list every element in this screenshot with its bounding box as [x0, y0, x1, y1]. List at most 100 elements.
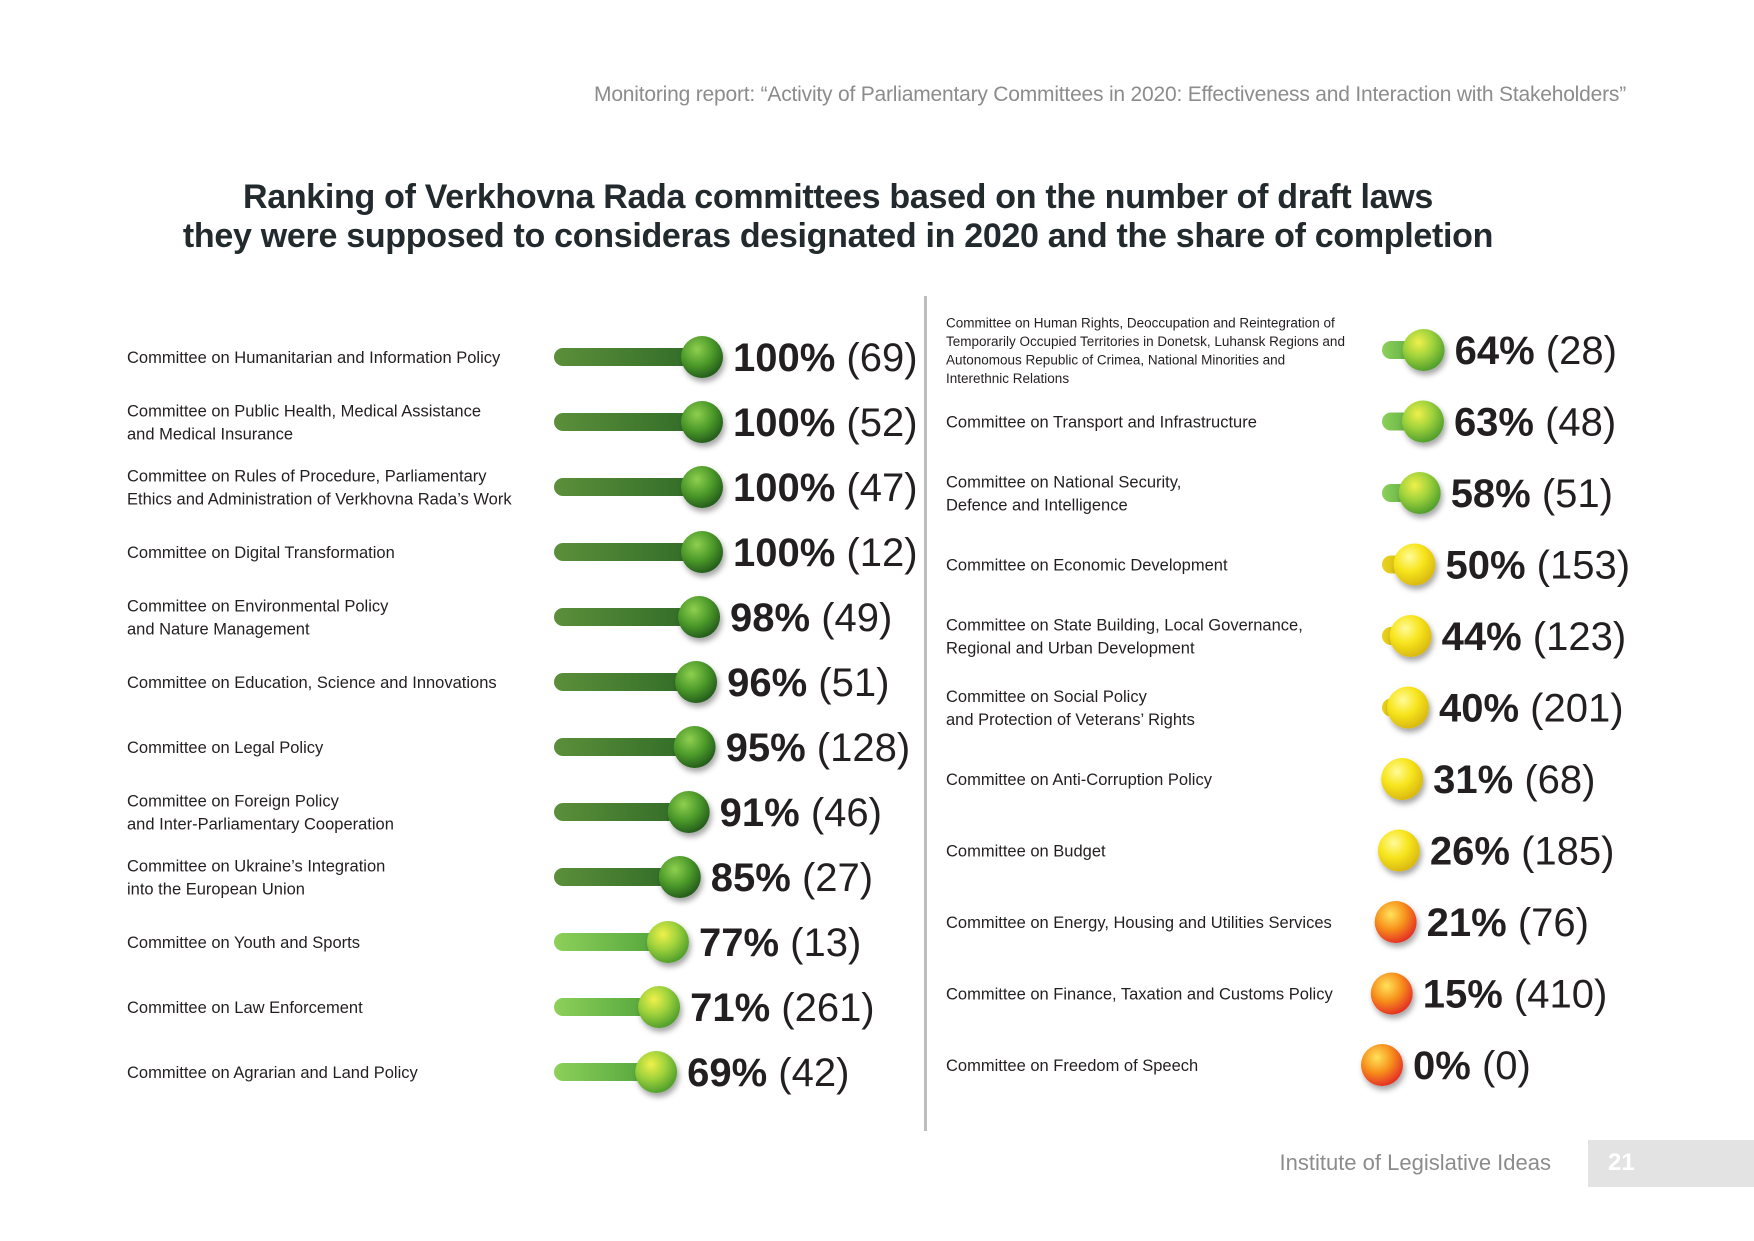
- report-header: Monitoring report: “Activity of Parliame…: [594, 83, 1626, 106]
- completion-knob: [638, 986, 681, 1028]
- chart-title-line-1: Ranking of Verkhovna Rada committees bas…: [242, 178, 1434, 216]
- chart-row: Committee on Economic Development 50% (15…: [946, 543, 1631, 588]
- page-number: 21: [1608, 1149, 1635, 1176]
- completion-knob: [681, 336, 723, 378]
- chart-row: Committee on Agrarian and Land Policy 69%…: [127, 1051, 849, 1095]
- chart-row: Committee on Freedom of Speech 0% (0): [946, 1044, 1531, 1088]
- completion-value: 44% (123): [1442, 615, 1627, 659]
- completion-value: 15% (410): [1423, 973, 1608, 1017]
- committee-label: Committee on Youth and Sports: [127, 934, 360, 952]
- committee-label: Committee on State Building, Local Gover…: [946, 617, 1303, 635]
- committee-label: Committee on Social Policy: [946, 688, 1148, 706]
- completion-knob: [646, 921, 689, 963]
- completion-knob: [1377, 829, 1420, 872]
- completion-knob: [681, 401, 723, 443]
- completion-value: 63% (48): [1454, 401, 1616, 445]
- chart-row: Committee on Education, Science and Inno…: [127, 661, 889, 705]
- chart-row: Committee on Ukraine’s Integration into t…: [127, 856, 873, 900]
- completion-value: 0% (0): [1413, 1044, 1531, 1088]
- completion-knob: [1361, 1044, 1403, 1086]
- committee-label: Committee on Environmental Policy: [127, 598, 389, 616]
- completion-knob: [675, 661, 718, 703]
- completion-knob: [1374, 901, 1417, 943]
- completion-bar: [554, 413, 702, 431]
- committee-label: Committee on Energy, Housing and Utiliti…: [946, 914, 1332, 932]
- chart-row: Committee on Human Rights, Deoccupation …: [946, 315, 1617, 386]
- chart-row: Committee on Foreign Policy and Inter-Par…: [127, 791, 882, 835]
- chart-row: Committee on State Building, Local Gover…: [946, 615, 1626, 659]
- chart-row: Committee on Finance, Taxation and Custo…: [946, 972, 1608, 1017]
- chart-title-line-2: they were supposed to consideras designa…: [182, 217, 1494, 255]
- committee-label: and Medical Insurance: [127, 426, 293, 444]
- committee-label: Committee on Ukraine’s Integration: [127, 858, 385, 876]
- completion-value: 96% (51): [727, 661, 889, 705]
- chart-row: Committee on National Security, Defence a…: [946, 472, 1613, 516]
- completion-bar: [554, 803, 689, 821]
- committee-label: Committee on Agrarian and Land Policy: [127, 1064, 418, 1082]
- page-number-box: 21: [1588, 1140, 1754, 1187]
- footer-institute: Institute of Legislative Ideas: [1279, 1150, 1552, 1175]
- committee-label: Committee on Anti-Corruption Policy: [946, 771, 1213, 789]
- chart-row: Committee on Law Enforcement 71% (261): [127, 986, 875, 1030]
- chart-row: Committee on Energy, Housing and Utiliti…: [946, 901, 1589, 945]
- column-divider: [924, 296, 927, 1131]
- committee-label: Committee on Digital Transformation: [127, 544, 395, 562]
- completion-value: 98% (49): [730, 596, 892, 640]
- completion-bar: [554, 868, 680, 886]
- completion-knob: [1389, 615, 1432, 657]
- completion-bar: [554, 478, 702, 496]
- committee-label: Committee on Public Health, Medical Assi…: [127, 403, 481, 421]
- completion-knob: [1387, 686, 1429, 729]
- committee-label: Committee on Rules of Procedure, Parliam…: [127, 468, 487, 486]
- completion-knob: [658, 856, 701, 898]
- completion-value: 64% (28): [1455, 329, 1617, 373]
- completion-knob: [678, 596, 721, 638]
- committee-label: Committee on Transport and Infrastructur…: [946, 414, 1257, 432]
- completion-value: 21% (76): [1427, 901, 1589, 945]
- completion-value: 95% (128): [726, 726, 911, 770]
- completion-knob: [673, 726, 716, 768]
- committee-label: Committee on Education, Science and Inno…: [127, 674, 497, 692]
- completion-bar: [554, 998, 660, 1016]
- committee-label: Ethics and Administration of Verkhovna R…: [127, 491, 512, 509]
- completion-value: 100% (69): [733, 336, 918, 380]
- committee-label: Defence and Intelligence: [946, 497, 1128, 515]
- completion-value: 50% (153): [1446, 544, 1631, 588]
- committee-label: Autonomous Republic of Crimea, National …: [946, 352, 1285, 367]
- completion-knob: [667, 791, 710, 833]
- chart-row: Committee on Digital Transformation 100% …: [127, 531, 918, 575]
- chart-row: Committee on Rules of Procedure, Parliam…: [127, 466, 918, 510]
- completion-knob: [681, 466, 723, 508]
- chart-row: Committee on Anti-Corruption Policy 31% (…: [946, 758, 1595, 802]
- committee-label: and Nature Management: [127, 621, 310, 639]
- completion-bar: [554, 543, 702, 561]
- committee-label: and Protection of Veterans’ Rights: [946, 711, 1195, 729]
- completion-knob: [1401, 400, 1444, 443]
- committee-label: Committee on Economic Development: [946, 557, 1228, 575]
- completion-value: 26% (185): [1430, 830, 1615, 874]
- completion-value: 69% (42): [687, 1051, 849, 1095]
- completion-value: 40% (201): [1439, 687, 1624, 731]
- completion-value: 85% (27): [711, 856, 873, 900]
- chart-row: Committee on Public Health, Medical Assi…: [127, 401, 918, 445]
- committee-label: and Inter-Parliamentary Cooperation: [127, 816, 394, 834]
- completion-bar: [554, 673, 697, 691]
- completion-bar: [554, 348, 702, 366]
- chart-row: Committee on Social Policy and Protection…: [946, 686, 1624, 731]
- completion-bar: [554, 738, 695, 756]
- committee-label: Committee on National Security,: [946, 474, 1181, 492]
- committee-label: Committee on Freedom of Speech: [946, 1057, 1198, 1075]
- committee-label: Committee on Finance, Taxation and Custo…: [946, 986, 1333, 1004]
- completion-knob: [635, 1051, 678, 1093]
- committee-label: Committee on Legal Policy: [127, 739, 324, 757]
- completion-value: 58% (51): [1451, 472, 1613, 516]
- committee-label: Committee on Humanitarian and Informatio…: [127, 349, 501, 367]
- committee-label: into the European Union: [127, 881, 305, 899]
- committee-label: Temporarily Occupied Territories in Done…: [946, 334, 1345, 349]
- chart-row: Committee on Budget 26% (185): [946, 829, 1615, 874]
- completion-value: 100% (12): [733, 531, 918, 575]
- completion-knob: [681, 531, 723, 573]
- committee-label: Regional and Urban Development: [946, 640, 1195, 658]
- completion-bar: [554, 608, 700, 626]
